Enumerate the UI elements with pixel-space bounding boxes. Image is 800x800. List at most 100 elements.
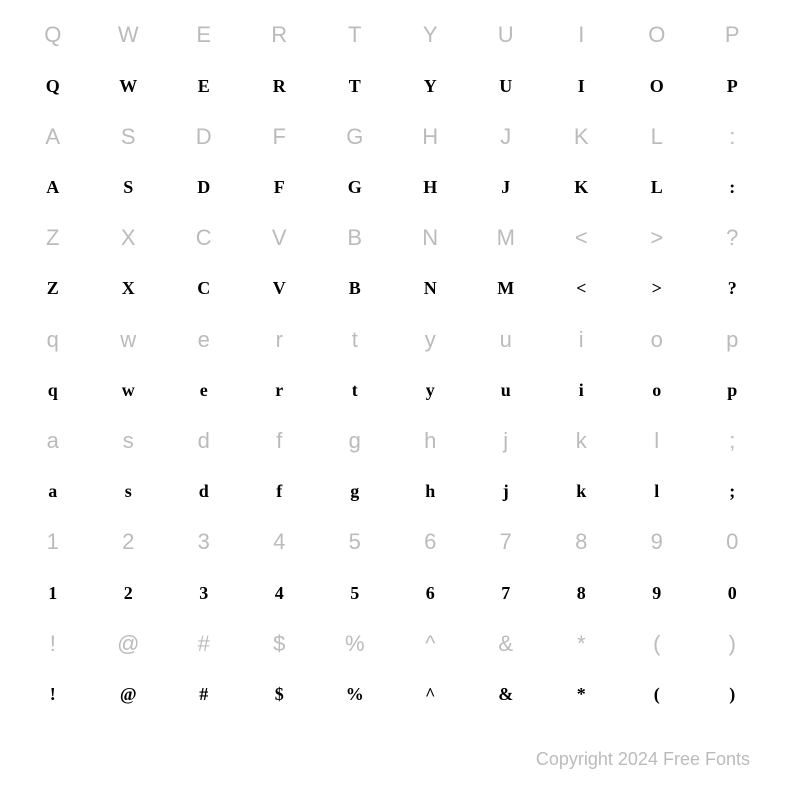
reference-char: i: [544, 314, 620, 365]
reference-char: w: [91, 314, 167, 365]
glyph-char: k: [544, 466, 620, 517]
reference-char: &: [468, 619, 544, 670]
glyph-char: *: [544, 669, 620, 720]
reference-char: X: [91, 213, 167, 264]
glyph-char: ?: [695, 264, 771, 315]
reference-char: r: [242, 314, 318, 365]
reference-char: q: [15, 314, 91, 365]
reference-char: y: [393, 314, 469, 365]
glyph-char: 6: [393, 568, 469, 619]
reference-char: P: [695, 10, 771, 61]
glyph-char: q: [15, 365, 91, 416]
glyph-char: 8: [544, 568, 620, 619]
reference-char: Y: [393, 10, 469, 61]
reference-char: U: [468, 10, 544, 61]
reference-char: !: [15, 619, 91, 670]
glyph-char: Q: [15, 61, 91, 112]
reference-char: $: [242, 619, 318, 670]
reference-char: d: [166, 416, 242, 467]
reference-char: Z: [15, 213, 91, 264]
reference-char: >: [619, 213, 695, 264]
glyph-char: w: [91, 365, 167, 416]
reference-char: (: [619, 619, 695, 670]
glyph-char: A: [15, 162, 91, 213]
glyph-char: j: [468, 466, 544, 517]
glyph-char: D: [166, 162, 242, 213]
glyph-char: !: [15, 669, 91, 720]
glyph-char: E: [166, 61, 242, 112]
reference-char: 9: [619, 517, 695, 568]
glyph-char: 5: [317, 568, 393, 619]
reference-char: F: [242, 111, 318, 162]
glyph-char: 9: [619, 568, 695, 619]
glyph-char: @: [91, 669, 167, 720]
reference-char: 8: [544, 517, 620, 568]
reference-char: M: [468, 213, 544, 264]
glyph-char: T: [317, 61, 393, 112]
glyph-char: ): [695, 669, 771, 720]
reference-char: ;: [695, 416, 771, 467]
glyph-char: X: [91, 264, 167, 315]
glyph-char: a: [15, 466, 91, 517]
glyph-char: N: [393, 264, 469, 315]
reference-char: 5: [317, 517, 393, 568]
glyph-char: (: [619, 669, 695, 720]
glyph-char: Z: [15, 264, 91, 315]
glyph-char: H: [393, 162, 469, 213]
glyph-char: d: [166, 466, 242, 517]
reference-char: O: [619, 10, 695, 61]
glyph-char: $: [242, 669, 318, 720]
glyph-char: W: [91, 61, 167, 112]
glyph-char: e: [166, 365, 242, 416]
reference-char: p: [695, 314, 771, 365]
glyph-char: U: [468, 61, 544, 112]
reference-char: H: [393, 111, 469, 162]
reference-char: @: [91, 619, 167, 670]
reference-char: u: [468, 314, 544, 365]
reference-char: D: [166, 111, 242, 162]
reference-char: g: [317, 416, 393, 467]
glyph-char: 1: [15, 568, 91, 619]
reference-char: ^: [393, 619, 469, 670]
glyph-char: ;: [695, 466, 771, 517]
glyph-char: G: [317, 162, 393, 213]
glyph-char: <: [544, 264, 620, 315]
reference-char: s: [91, 416, 167, 467]
glyph-char: Y: [393, 61, 469, 112]
glyph-char: :: [695, 162, 771, 213]
glyph-char: 2: [91, 568, 167, 619]
reference-char: k: [544, 416, 620, 467]
glyph-char: V: [242, 264, 318, 315]
reference-char: 6: [393, 517, 469, 568]
reference-char: N: [393, 213, 469, 264]
reference-char: <: [544, 213, 620, 264]
reference-char: t: [317, 314, 393, 365]
glyph-char: J: [468, 162, 544, 213]
reference-char: I: [544, 10, 620, 61]
glyph-char: ^: [393, 669, 469, 720]
reference-char: 7: [468, 517, 544, 568]
reference-char: E: [166, 10, 242, 61]
reference-char: e: [166, 314, 242, 365]
glyph-char: u: [468, 365, 544, 416]
reference-char: #: [166, 619, 242, 670]
glyph-char: t: [317, 365, 393, 416]
glyph-char: s: [91, 466, 167, 517]
reference-char: l: [619, 416, 695, 467]
reference-char: %: [317, 619, 393, 670]
reference-char: C: [166, 213, 242, 264]
reference-char: *: [544, 619, 620, 670]
glyph-char: l: [619, 466, 695, 517]
glyph-char: B: [317, 264, 393, 315]
reference-char: ): [695, 619, 771, 670]
glyph-char: F: [242, 162, 318, 213]
glyph-char: O: [619, 61, 695, 112]
glyph-char: o: [619, 365, 695, 416]
reference-char: ?: [695, 213, 771, 264]
reference-char: h: [393, 416, 469, 467]
reference-char: a: [15, 416, 91, 467]
reference-char: J: [468, 111, 544, 162]
reference-char: R: [242, 10, 318, 61]
glyph-char: r: [242, 365, 318, 416]
glyph-char: #: [166, 669, 242, 720]
